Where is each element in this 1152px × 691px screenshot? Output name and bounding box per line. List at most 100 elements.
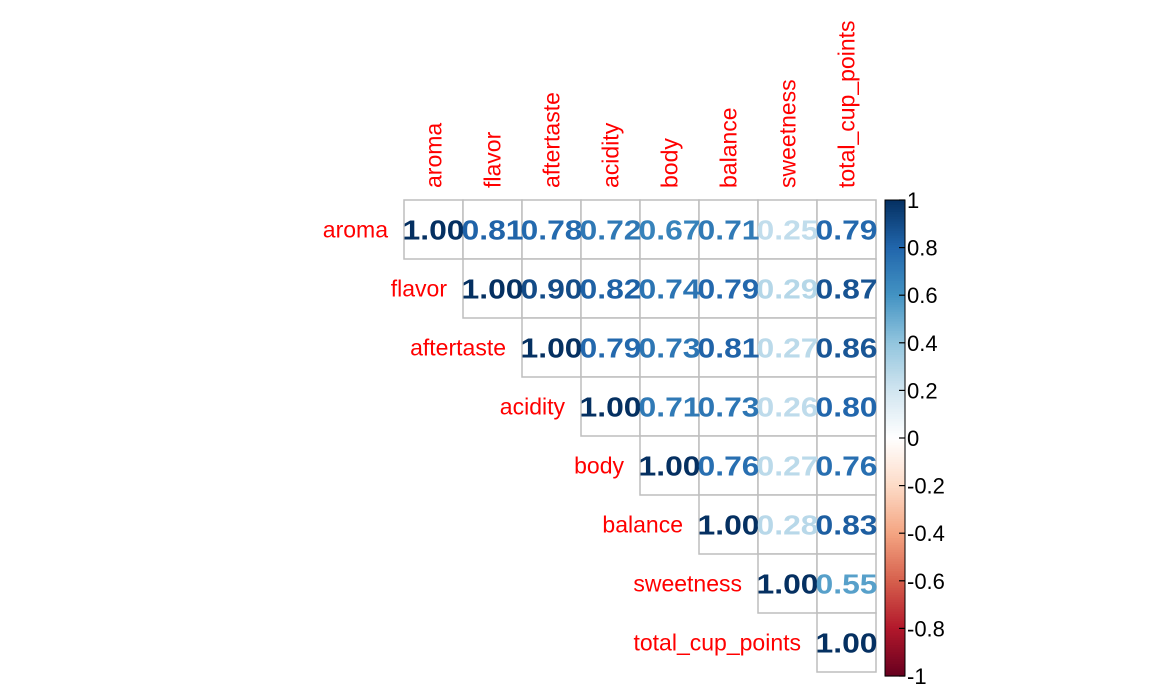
coef-label: 0.73: [698, 392, 760, 423]
colorbar-swatch: [885, 216, 905, 220]
colorbar-swatch: [885, 249, 905, 253]
colorbar-swatch: [885, 383, 905, 387]
cell-aftertaste-aftertaste: [521, 317, 582, 378]
colorbar-swatch: [885, 604, 905, 608]
colorbar-swatch: [885, 283, 905, 287]
colorbar-swatch: [885, 673, 905, 677]
colorbar-swatch: [885, 395, 905, 399]
colorbar-swatch: [885, 449, 905, 453]
colorbar-swatch: [885, 342, 905, 346]
colorbar-swatch: [885, 497, 905, 501]
colorbar-swatch: [885, 587, 905, 591]
colorbar-swatch: [885, 214, 905, 218]
colorbar-swatch: [885, 652, 905, 656]
coefficient-labels: 1.000.810.780.720.670.710.250.791.000.90…: [403, 215, 878, 659]
row-label-flavor: flavor: [391, 276, 448, 302]
colorbar-swatch: [885, 480, 905, 484]
colorbar-tick-label: 1: [907, 188, 919, 213]
colorbar-swatch: [885, 297, 905, 301]
colorbar-swatch: [885, 295, 905, 299]
coef-label: 0.55: [816, 569, 878, 600]
colorbar-swatch: [885, 473, 905, 477]
cell-balance-total_cup_points: [816, 494, 877, 555]
colorbar-swatch: [885, 414, 905, 418]
colorbar-swatch: [885, 292, 905, 296]
colorbar-swatch: [885, 606, 905, 610]
colorbar-swatch: [885, 352, 905, 356]
colorbar-swatch: [885, 621, 905, 625]
coef-label: 0.29: [757, 274, 819, 305]
coef-label: 0.74: [639, 274, 701, 305]
colorbar-swatch: [885, 547, 905, 551]
colorbar-swatch: [885, 285, 905, 289]
colorbar-swatch: [885, 659, 905, 663]
colorbar-swatch: [885, 392, 905, 396]
colorbar-swatch: [885, 630, 905, 634]
colorbar-swatch: [885, 361, 905, 365]
colorbar-swatch: [885, 211, 905, 215]
colorbar-swatch: [885, 371, 905, 375]
colorbar-swatch: [885, 380, 905, 384]
colorbar-swatch: [885, 611, 905, 615]
colorbar-swatch: [885, 416, 905, 420]
col-label-aftertaste: aftertaste: [539, 92, 565, 188]
colorbar-swatch: [885, 468, 905, 472]
coef-label: 0.26: [757, 392, 819, 423]
coef-label: 0.82: [580, 274, 642, 305]
colorbar-swatch: [885, 290, 905, 294]
coef-label: 0.76: [816, 451, 878, 482]
cell-flavor-body: [639, 258, 700, 319]
cell-aftertaste-acidity: [580, 317, 641, 378]
colorbar-swatch: [885, 409, 905, 413]
colorbar-swatch: [885, 423, 905, 427]
colorbar-swatch: [885, 666, 905, 670]
colorbar-swatch: [885, 671, 905, 675]
colorbar-swatch: [885, 233, 905, 237]
coef-label: 0.87: [816, 274, 878, 305]
colorbar-swatch: [885, 299, 905, 303]
colorbar-swatch: [885, 440, 905, 444]
colorbar-swatch: [885, 649, 905, 653]
colorbar-swatch: [885, 273, 905, 277]
cell-flavor-sweetness: [757, 258, 818, 319]
colorbar-swatch: [885, 523, 905, 527]
colorbar-swatch: [885, 219, 905, 223]
colorbar-swatch: [885, 628, 905, 632]
cell-body-body: [639, 435, 700, 496]
colorbar-swatch: [885, 668, 905, 672]
colorbar-swatch: [885, 340, 905, 344]
colorbar-swatch: [885, 645, 905, 649]
colorbar-swatch: [885, 349, 905, 353]
coef-label: 0.28: [757, 510, 819, 541]
colorbar-swatch: [885, 376, 905, 380]
colorbar-swatch: [885, 578, 905, 582]
cell-flavor-aftertaste: [521, 258, 582, 319]
colorbar-swatch: [885, 561, 905, 565]
colorbar-swatch: [885, 368, 905, 372]
colorbar-swatch: [885, 385, 905, 389]
coef-label: 0.78: [521, 215, 583, 246]
cell-body-total_cup_points: [816, 435, 877, 496]
colorbar-swatch: [885, 535, 905, 539]
col-label-body: body: [657, 138, 683, 188]
colorbar-swatch: [885, 514, 905, 518]
colorbar-swatch: [885, 319, 905, 322]
colorbar-swatch: [885, 637, 905, 641]
colorbar-swatch: [885, 411, 905, 415]
col-label-aroma: aroma: [421, 123, 447, 188]
colorbar-swatch: [885, 466, 905, 470]
colorbar-swatch: [885, 407, 905, 411]
row-label-aftertaste: aftertaste: [410, 335, 506, 361]
colorbar-swatch: [885, 326, 905, 330]
colorbar-swatch: [885, 307, 905, 311]
colorbar-swatch: [885, 402, 905, 406]
colorbar-swatch: [885, 478, 905, 482]
colorbar-swatch: [885, 261, 905, 265]
colorbar-swatch: [885, 200, 905, 203]
colorbar-swatch: [885, 507, 905, 510]
colorbar-swatch: [885, 202, 905, 206]
colorbar-swatch: [885, 271, 905, 275]
colorbar-swatch: [885, 435, 905, 439]
colorbar-tick-label: 0.6: [907, 283, 938, 308]
colorbar-tick-label: -1: [907, 664, 927, 689]
